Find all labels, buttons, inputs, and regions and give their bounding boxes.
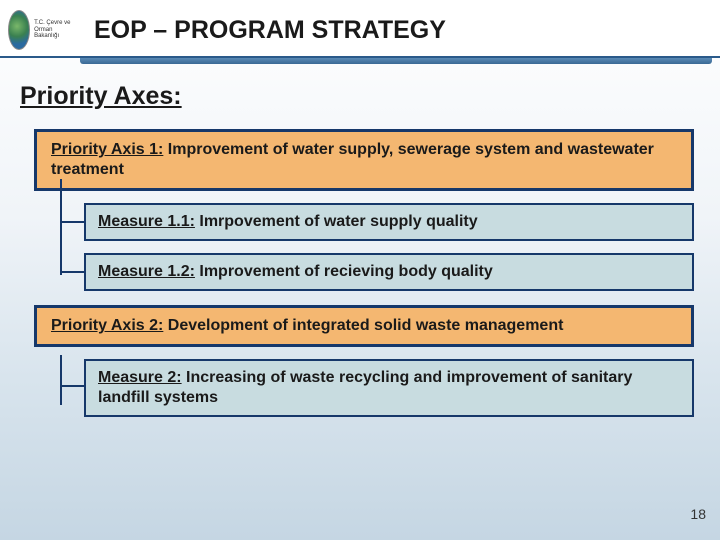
logo-text: T.C. Çevre ve Orman Bakanlığı <box>34 20 78 40</box>
measure-text: Measure 1.1: Imrpovement of water supply… <box>98 212 680 232</box>
measure-box: Measure 1.1: Imrpovement of water supply… <box>84 203 694 241</box>
measure-text: Measure 2: Increasing of waste recycling… <box>98 368 680 408</box>
measure-box: Measure 2: Increasing of waste recycling… <box>84 359 694 417</box>
page-number: 18 <box>690 506 706 522</box>
ministry-logo: T.C. Çevre ve Orman Bakanlığı <box>8 8 78 52</box>
connector-line <box>60 385 84 387</box>
section-heading: Priority Axes: <box>20 82 700 111</box>
connector-line <box>60 221 84 223</box>
priority-axis-text: Priority Axis 1: Improvement of water su… <box>51 140 677 180</box>
measure-wrap: Measure 1.1: Imrpovement of water supply… <box>20 203 700 241</box>
measure-box: Measure 1.2: Improvement of recieving bo… <box>84 253 694 291</box>
slide-header: T.C. Çevre ve Orman Bakanlığı EOP – PROG… <box>0 0 720 58</box>
measure-wrap: Measure 1.2: Improvement of recieving bo… <box>20 253 700 291</box>
measure-text: Measure 1.2: Improvement of recieving bo… <box>98 262 680 282</box>
measure-label: Measure 1.2: <box>98 263 195 280</box>
priority-axis-block: Priority Axis 2: Development of integrat… <box>20 305 700 417</box>
slide-content: Priority Axes: Priority Axis 1: Improvem… <box>0 64 720 417</box>
measure-label: Measure 2: <box>98 369 182 386</box>
priority-axis-block: Priority Axis 1: Improvement of water su… <box>20 129 700 291</box>
measure-body: Imrpovement of water supply quality <box>195 213 478 230</box>
measure-wrap: Measure 2: Increasing of waste recycling… <box>20 359 700 417</box>
priority-axis-box: Priority Axis 1: Improvement of water su… <box>34 129 694 191</box>
connector-line <box>60 271 84 273</box>
slide-title: EOP – PROGRAM STRATEGY <box>94 16 446 45</box>
logo-icon <box>8 10 30 50</box>
measure-body: Improvement of recieving body quality <box>195 263 493 280</box>
axis-label: Priority Axis 1: <box>51 141 163 158</box>
axis-body: Development of integrated solid waste ma… <box>163 317 563 334</box>
axis-label: Priority Axis 2: <box>51 317 163 334</box>
measure-label: Measure 1.1: <box>98 213 195 230</box>
priority-axis-box: Priority Axis 2: Development of integrat… <box>34 305 694 347</box>
priority-axis-text: Priority Axis 2: Development of integrat… <box>51 316 677 336</box>
